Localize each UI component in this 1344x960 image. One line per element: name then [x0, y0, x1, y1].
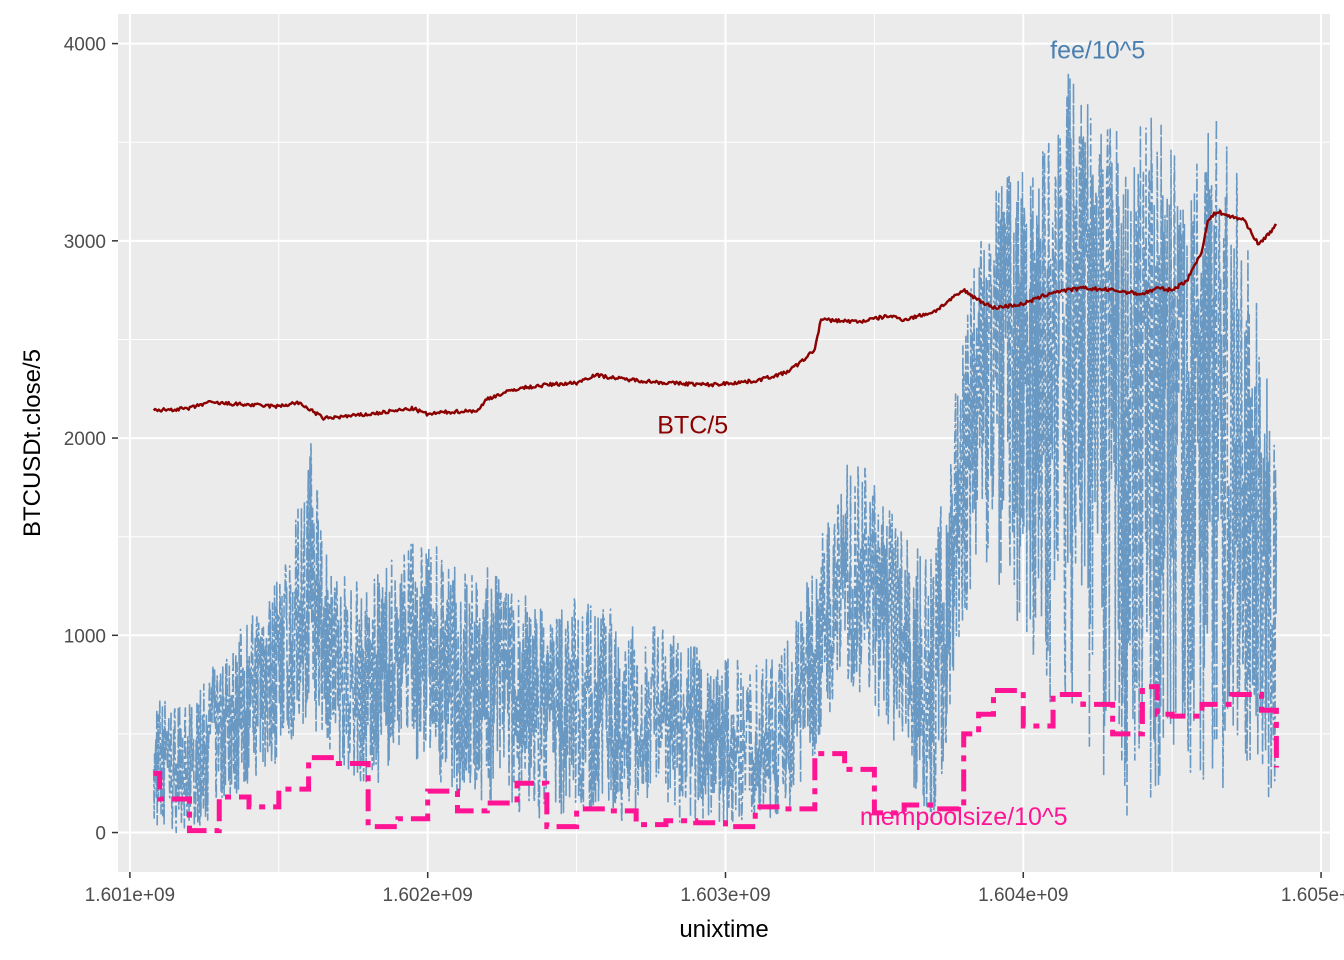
series-mempool-line — [153, 684, 1279, 834]
x-tick-label-1: 1.602e+09 — [383, 885, 473, 906]
series-fee-line — [152, 72, 1278, 834]
annotation-layer: fee/10^5 BTC/5 mempoolsize/10^5 — [657, 37, 1145, 831]
y-axis: 0 1000 2000 3000 4000 — [64, 35, 118, 845]
series-layer — [152, 72, 1279, 834]
x-tick-label-3: 1.604e+09 — [978, 885, 1068, 906]
annotation-btc: BTC/5 — [657, 411, 728, 439]
y-tick-label-1: 1000 — [64, 626, 106, 647]
y-tick-label-3: 3000 — [64, 232, 106, 253]
x-tick-label-2: 1.603e+09 — [680, 885, 770, 906]
y-tick-label-4: 4000 — [64, 35, 106, 56]
x-tick-label-0: 1.601e+09 — [85, 885, 175, 906]
x-axis-title: unixtime — [679, 916, 768, 943]
series-btc-line — [152, 209, 1278, 421]
y-axis-title: BTCUSDt.close/5 — [19, 349, 46, 537]
x-tick-label-4: 1.605e++ — [1281, 885, 1344, 906]
annotation-mempool: mempoolsize/10^5 — [860, 803, 1068, 831]
x-axis: 1.601e+09 1.602e+09 1.603e+09 1.604e+09 1.60… — [85, 872, 1344, 906]
annotation-fee: fee/10^5 — [1050, 37, 1145, 65]
y-tick-label-2: 2000 — [64, 429, 106, 450]
y-tick-label-0: 0 — [95, 824, 106, 845]
